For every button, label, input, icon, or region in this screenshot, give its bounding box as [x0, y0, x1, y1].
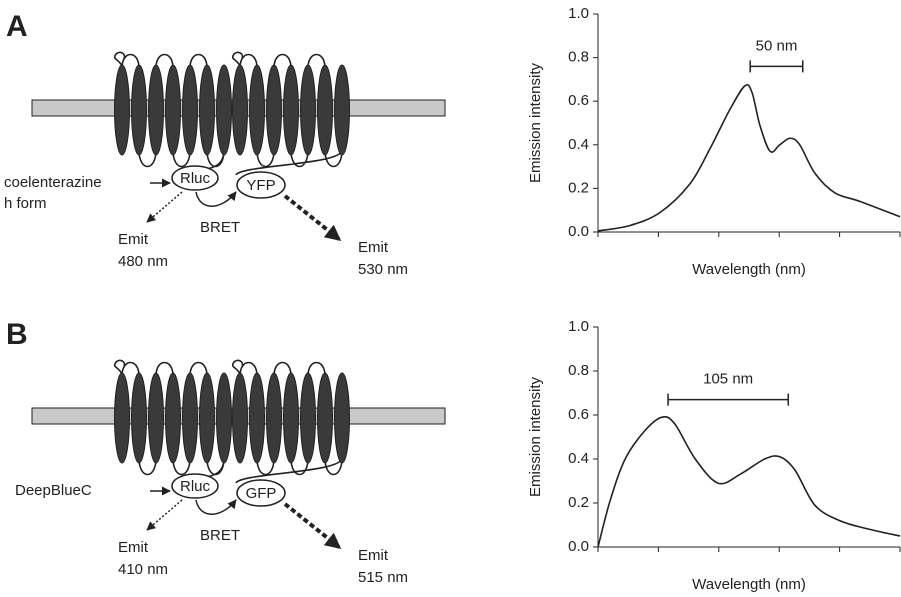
substrate-label: coelenterazine [4, 174, 102, 191]
transfer-label: BRET [200, 527, 240, 544]
donor-emission: 480 nm [118, 253, 168, 270]
helix [300, 64, 316, 156]
receptor-loops [113, 51, 343, 176]
y-tick-label: 0.8 [568, 362, 589, 379]
bret-arrow [195, 191, 237, 207]
helix [283, 64, 299, 156]
helix [216, 372, 232, 464]
y-tick-label: 0.6 [568, 92, 589, 109]
donor-emission: Emit [118, 231, 149, 248]
helix [182, 64, 198, 156]
acceptor-protein [236, 479, 286, 507]
chart: 0.0 0.2 0.4 0.6 0.8 1.0 Emission intensity Wave… [527, 5, 901, 278]
donor-label: Rluc [180, 478, 211, 495]
substrate-label: DeepBlueC [15, 482, 92, 499]
helix [216, 64, 232, 156]
y-tick-label: 0.6 [568, 406, 589, 423]
helix [148, 372, 164, 464]
helix [114, 372, 130, 464]
substrate-label: h form [4, 195, 47, 212]
x-axis-label: Wavelength (nm) [692, 576, 806, 593]
helix [334, 64, 350, 156]
helix [232, 372, 248, 464]
diagram: A Rluc YFP coelenterazine h form BRET Emit 480 … [4, 10, 446, 278]
receptor-loops [113, 359, 343, 484]
acceptor-emission-arrow [283, 502, 342, 550]
helix [300, 372, 316, 464]
y-tick-label: 0.2 [568, 179, 589, 196]
acceptor-emission-arrow [283, 194, 342, 242]
acceptor-emission: 530 nm [358, 261, 408, 278]
helix [334, 372, 350, 464]
helix [131, 372, 147, 464]
y-axis-label: Emission intensity [527, 376, 544, 497]
donor-emission: 410 nm [118, 561, 168, 578]
y-tick-label: 0.8 [568, 49, 589, 66]
helix [148, 64, 164, 156]
y-tick-label: 0.4 [568, 450, 589, 467]
y-tick-label: 0.4 [568, 136, 589, 153]
acceptor-emission: Emit [358, 239, 389, 256]
y-axis-label: Emission intensity [527, 62, 544, 183]
panel-letter: A [6, 10, 28, 43]
helix [317, 64, 333, 156]
y-tick-label: 0.2 [568, 494, 589, 511]
donor-protein [171, 165, 219, 191]
donor-protein [171, 473, 219, 499]
helix [232, 64, 248, 156]
bracket-label: 105 nm [703, 371, 753, 388]
helix [317, 372, 333, 464]
helix [165, 372, 181, 464]
donor-emission: Emit [118, 539, 149, 556]
y-tick-label: 0.0 [568, 538, 589, 555]
helix [266, 64, 282, 156]
acceptor-emission: 515 nm [358, 569, 408, 586]
helix [266, 372, 282, 464]
bracket [667, 393, 790, 406]
bret-arrow [195, 499, 237, 515]
y-tick-label: 1.0 [568, 5, 589, 22]
donor-emission-arrow [146, 191, 183, 223]
acceptor-emission: Emit [358, 547, 389, 564]
helix [249, 372, 265, 464]
helix [283, 372, 299, 464]
transfer-label: BRET [200, 219, 240, 236]
panel-letter: B [6, 318, 28, 351]
acceptor-protein [236, 171, 286, 199]
spectrum-line [597, 415, 901, 548]
donor-label: Rluc [180, 170, 211, 187]
bracket-label: 50 nm [756, 37, 798, 54]
spectrum-line [597, 84, 901, 232]
chart: 0.0 0.2 0.4 0.6 0.8 1.0 Emission intensity Wave… [527, 318, 901, 593]
helix [199, 372, 215, 464]
helix [199, 64, 215, 156]
y-tick-label: 0.0 [568, 223, 589, 240]
diagram: B Rluc GFP DeepBlueC BRET Emit 410 nm Emit 515 n… [6, 318, 446, 586]
x-axis-label: Wavelength (nm) [692, 261, 806, 278]
y-tick-label: 1.0 [568, 318, 589, 335]
acceptor-label: GFP [246, 485, 277, 502]
helix [182, 372, 198, 464]
helix [114, 64, 130, 156]
helix [165, 64, 181, 156]
helix [131, 64, 147, 156]
helix [249, 64, 265, 156]
donor-emission-arrow [146, 499, 183, 531]
acceptor-label: YFP [246, 177, 275, 194]
bracket [749, 60, 804, 73]
